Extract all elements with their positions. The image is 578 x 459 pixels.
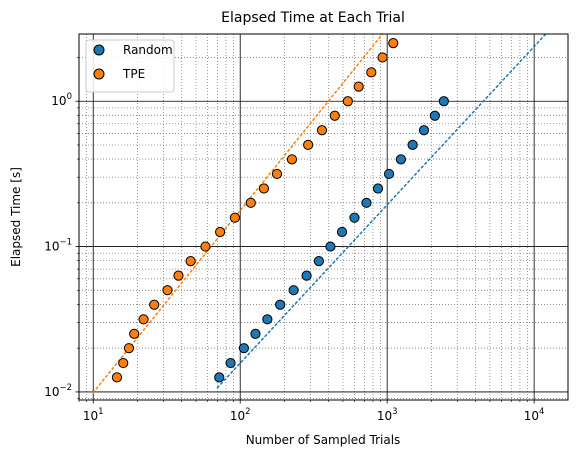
point-tpe bbox=[123, 343, 135, 354]
point-random bbox=[407, 139, 418, 150]
point-tpe bbox=[111, 372, 123, 383]
point-tpe bbox=[388, 38, 399, 49]
point-random bbox=[418, 125, 430, 136]
point-tpe bbox=[215, 226, 226, 238]
point-tpe bbox=[366, 67, 377, 78]
legend: Random TPE bbox=[85, 39, 175, 93]
point-random bbox=[313, 256, 324, 267]
point-random bbox=[238, 343, 250, 354]
point-tpe bbox=[118, 357, 129, 369]
point-tpe bbox=[353, 81, 364, 92]
fit-lines bbox=[92, 33, 547, 394]
point-random bbox=[262, 314, 273, 325]
point-tpe bbox=[162, 285, 173, 296]
point-random bbox=[372, 183, 384, 194]
point-random bbox=[361, 197, 372, 208]
point-tpe bbox=[185, 256, 196, 267]
point-random bbox=[438, 96, 449, 107]
x-tick-label: 102 bbox=[230, 407, 251, 423]
point-random bbox=[275, 299, 286, 310]
legend-label-tpe: TPE bbox=[122, 67, 145, 81]
point-random bbox=[395, 154, 406, 165]
point-tpe bbox=[138, 314, 149, 325]
point-random bbox=[336, 226, 348, 238]
point-tpe bbox=[303, 139, 314, 150]
data-points bbox=[111, 38, 449, 383]
chart-title: Elapsed Time at Each Trial bbox=[221, 10, 405, 26]
legend-label-random: Random bbox=[123, 43, 173, 57]
point-random bbox=[225, 357, 236, 369]
x-axis-label: Number of Sampled Trials bbox=[246, 433, 401, 447]
point-tpe bbox=[342, 96, 353, 107]
point-random bbox=[383, 168, 395, 180]
x-tick-label: 103 bbox=[377, 407, 398, 423]
point-random bbox=[429, 110, 440, 121]
point-tpe bbox=[200, 241, 211, 252]
grid-lines bbox=[78, 34, 568, 400]
point-random bbox=[349, 212, 360, 223]
x-tick-label: 101 bbox=[83, 407, 104, 423]
y-tick-label: 100 bbox=[51, 92, 72, 108]
point-random bbox=[214, 372, 225, 383]
axis-ticks: 101 102 103 104 10−2 10−1 100 bbox=[44, 57, 544, 423]
x-tick-label: 104 bbox=[524, 407, 545, 423]
point-tpe bbox=[271, 168, 283, 180]
fit-line-random bbox=[216, 33, 547, 389]
point-random bbox=[301, 270, 312, 281]
point-random bbox=[250, 328, 261, 339]
point-random bbox=[325, 241, 336, 252]
legend-marker-tpe bbox=[93, 68, 105, 80]
plot-frame bbox=[78, 33, 569, 401]
point-random bbox=[288, 285, 299, 296]
point-tpe bbox=[149, 299, 160, 310]
point-tpe bbox=[173, 270, 184, 281]
legend-marker-random bbox=[93, 44, 105, 56]
point-tpe bbox=[329, 110, 340, 121]
point-tpe bbox=[377, 52, 388, 63]
point-tpe bbox=[245, 197, 256, 208]
y-tick-label: 10−2 bbox=[44, 383, 72, 399]
y-tick-label: 10−1 bbox=[44, 238, 72, 254]
point-tpe bbox=[229, 212, 240, 223]
point-tpe bbox=[286, 154, 298, 165]
point-tpe bbox=[129, 328, 140, 339]
point-tpe bbox=[258, 183, 270, 194]
legend-box bbox=[85, 39, 175, 93]
point-tpe bbox=[316, 125, 328, 136]
fit-line-tpe bbox=[92, 33, 384, 394]
y-axis-label: Elapsed Time [s] bbox=[9, 167, 23, 267]
